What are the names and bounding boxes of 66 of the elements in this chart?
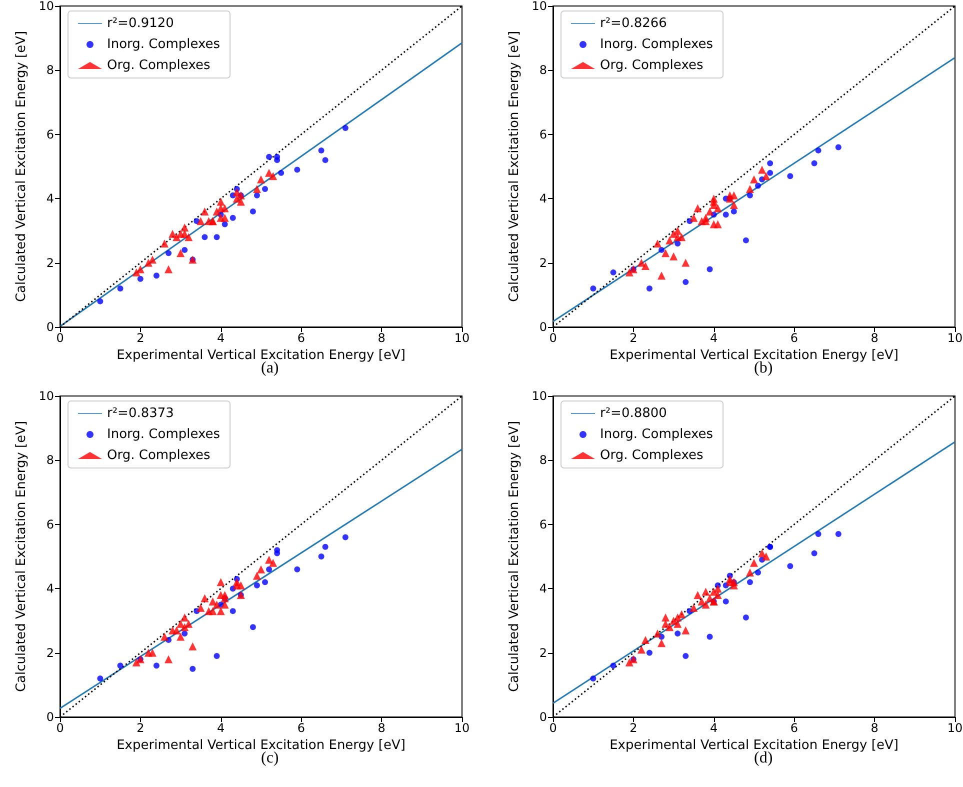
y-tick-label: 8 bbox=[539, 63, 547, 78]
y-tick-label: 10 bbox=[38, 0, 54, 13]
y-tick-label: 8 bbox=[46, 453, 54, 468]
x-tick-label: 6 bbox=[790, 721, 798, 735]
y-tick-label: 10 bbox=[38, 389, 54, 403]
legend-label: Org. Complexes bbox=[107, 58, 210, 73]
x-tick-label: 2 bbox=[630, 331, 638, 345]
y-tick-label: 4 bbox=[539, 192, 547, 206]
y-tick-label: 8 bbox=[46, 63, 54, 78]
x-tick-label: 4 bbox=[710, 721, 718, 735]
x-tick-label: 6 bbox=[297, 331, 306, 345]
legend-label: r²=0.8266 bbox=[600, 16, 667, 31]
y-tick-label: 0 bbox=[539, 320, 547, 334]
y-tick-label: 0 bbox=[539, 710, 547, 724]
y-tick-label: 6 bbox=[539, 517, 547, 532]
y-axis-title: Calculated Vertical Excitation Energy [eV] bbox=[14, 30, 29, 302]
y-tick-label: 2 bbox=[46, 646, 54, 660]
x-tick-label: 4 bbox=[216, 721, 225, 735]
x-tick-label: 0 bbox=[56, 331, 64, 345]
y-axis-title: Calculated Vertical Excitation Energy [eV] bbox=[506, 30, 522, 302]
x-tick-label: 2 bbox=[136, 331, 144, 345]
x-tick-label: 6 bbox=[790, 331, 798, 345]
legend-label: Org. Complexes bbox=[600, 448, 704, 463]
x-tick-label: 10 bbox=[454, 331, 470, 345]
x-tick-label: 2 bbox=[630, 721, 638, 735]
legend-label: Inorg. Complexes bbox=[600, 427, 714, 442]
y-tick-label: 6 bbox=[46, 517, 54, 532]
x-tick-label: 0 bbox=[549, 331, 557, 345]
legend-label: Inorg. Complexes bbox=[600, 37, 714, 52]
y-tick-label: 4 bbox=[46, 192, 54, 206]
legend-label: Org. Complexes bbox=[107, 448, 210, 463]
x-tick-label: 8 bbox=[378, 331, 386, 345]
y-tick-label: 4 bbox=[539, 582, 547, 596]
y-tick-label: 2 bbox=[539, 646, 547, 660]
y-tick-label: 2 bbox=[46, 256, 54, 270]
legend-label: Inorg. Complexes bbox=[107, 427, 220, 442]
y-tick-label: 6 bbox=[539, 127, 547, 142]
x-tick-label: 10 bbox=[947, 331, 963, 345]
y-tick-label: 2 bbox=[539, 256, 547, 270]
y-axis-title: Calculated Vertical Excitation Energy [eV] bbox=[14, 420, 29, 692]
y-axis-title: Calculated Vertical Excitation Energy [eV] bbox=[506, 420, 522, 692]
y-tick-label: 4 bbox=[46, 582, 54, 596]
x-tick-label: 10 bbox=[454, 721, 470, 735]
y-tick-label: 0 bbox=[46, 710, 54, 724]
x-tick-label: 8 bbox=[870, 331, 878, 345]
text: (b) bbox=[754, 360, 773, 376]
x-tick-label: 0 bbox=[56, 721, 64, 735]
legend-label: Inorg. Complexes bbox=[107, 37, 220, 52]
legend-label: Org. Complexes bbox=[600, 58, 704, 73]
y-tick-label: 6 bbox=[46, 127, 54, 142]
y-tick-label: 10 bbox=[532, 389, 547, 403]
x-tick-label: 4 bbox=[710, 331, 718, 345]
text: (d) bbox=[754, 750, 773, 766]
y-tick-label: 8 bbox=[539, 453, 547, 468]
legend-label: r²=0.9120 bbox=[107, 16, 174, 31]
y-tick-label: 10 bbox=[532, 0, 547, 13]
x-tick-label: 8 bbox=[870, 721, 878, 735]
x-tick-label: 10 bbox=[947, 721, 963, 735]
x-tick-label: 6 bbox=[297, 721, 306, 735]
y-tick-label: 0 bbox=[46, 320, 54, 334]
x-tick-label: 8 bbox=[378, 721, 386, 735]
x-tick-label: 0 bbox=[549, 721, 557, 735]
x-tick-label: 2 bbox=[136, 721, 144, 735]
legend-label: r²=0.8800 bbox=[600, 406, 667, 421]
legend-label: r²=0.8373 bbox=[107, 406, 174, 421]
x-tick-label: 4 bbox=[216, 331, 225, 345]
